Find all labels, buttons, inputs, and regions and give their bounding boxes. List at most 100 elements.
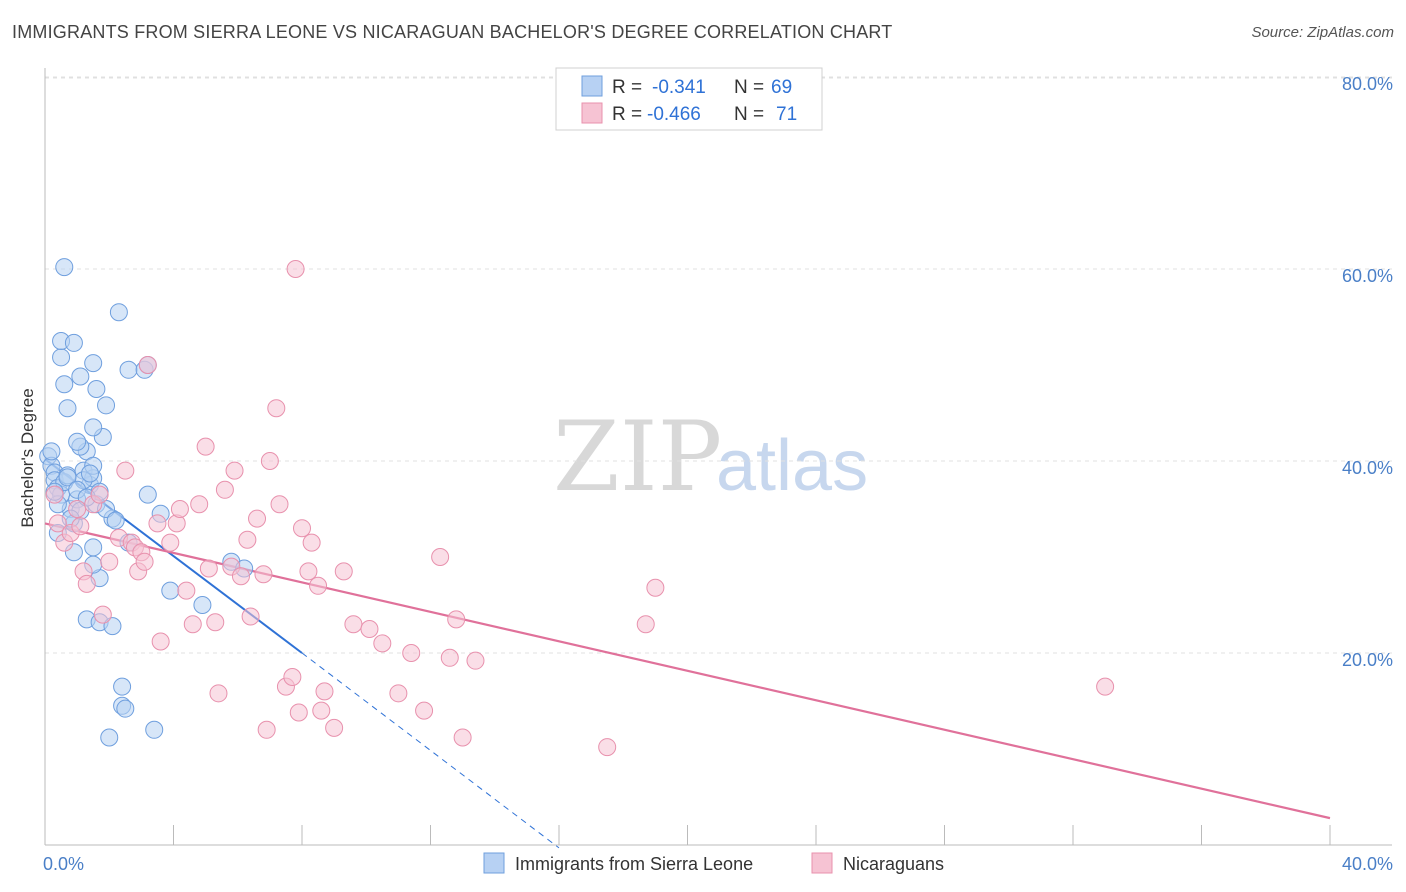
sierra-leone-point [58, 468, 77, 487]
nicaraguan-point [289, 703, 308, 722]
sierra-leone-point [58, 399, 77, 418]
sierra-leone-point [84, 418, 103, 437]
sierra-leone-point [64, 333, 83, 352]
legend-swatch-blue [581, 75, 603, 97]
nicaraguan-point [68, 500, 87, 518]
series-nicaraguans-points [45, 260, 1115, 757]
sierra-leone-point [103, 617, 122, 636]
nicaraguan-point [299, 562, 318, 581]
nicaraguan-point [45, 485, 64, 504]
axes: 20.0% 40.0% 60.0% 80.0% 0.0% 40.0% [43, 68, 1393, 874]
sierra-leone-point [55, 258, 74, 277]
sierra-leone-point [138, 485, 157, 504]
nicaraguan-point [466, 651, 485, 670]
legend-r-value-pink: -0.466 [647, 104, 701, 125]
nicaraguan-point [453, 728, 472, 747]
nicaraguan-point [360, 620, 379, 638]
nicaraguan-point [286, 260, 305, 278]
nicaraguan-point [344, 615, 363, 634]
sierra-leone-point [113, 677, 132, 696]
trendline-sierra-leone-extension [301, 652, 560, 849]
sierra-leone-point [84, 354, 103, 373]
nicaraguan-point [199, 559, 218, 578]
nicaraguan-point [71, 517, 90, 536]
nicaraguan-point [215, 480, 234, 499]
nicaraguan-point [293, 519, 311, 538]
nicaraguan-point [646, 578, 665, 597]
nicaraguan-point [440, 648, 459, 667]
source-credit: Source: ZipAtlas.com [1251, 24, 1394, 41]
sierra-leone-point [80, 464, 99, 483]
nicaraguan-point [257, 720, 276, 739]
nicaraguan-point [238, 530, 257, 549]
sierra-leone-point [55, 375, 74, 394]
nicaraguan-point [151, 632, 170, 651]
nicaraguan-point [283, 668, 302, 686]
nicaraguan-point [402, 644, 421, 662]
nicaraguan-point [93, 605, 112, 624]
y-tick-label: 60.0% [1342, 266, 1393, 286]
nicaraguan-point [325, 718, 344, 737]
sierra-leone-point [52, 348, 71, 367]
nicaraguan-point [231, 567, 250, 586]
nicaraguan-point [431, 548, 450, 566]
nicaraguan-point [260, 452, 279, 470]
nicaraguan-point [170, 500, 189, 518]
sierra-leone-point [116, 699, 135, 718]
nicaraguan-point [315, 682, 334, 701]
legend-r-value-blue: -0.341 [652, 77, 706, 98]
nicaraguan-point [116, 461, 135, 480]
nicaraguan-point [183, 615, 202, 634]
nicaraguan-point [90, 485, 109, 504]
sierra-leone-point [119, 360, 138, 379]
sierra-leone-point [100, 728, 119, 747]
nicaraguan-point [100, 552, 119, 571]
nicaraguan-point [598, 738, 617, 757]
bottom-legend-label-pink: Nicaraguans [843, 854, 944, 874]
nicaraguan-point [447, 610, 466, 629]
nicaraguan-point [373, 634, 392, 653]
nicaraguan-point [225, 461, 244, 480]
nicaraguan-point [254, 565, 273, 584]
nicaraguan-point [148, 514, 167, 533]
sierra-leone-point [87, 380, 106, 398]
y-tick-label: 40.0% [1342, 458, 1393, 478]
nicaraguan-point [636, 615, 655, 634]
watermark-zip: ZIP [553, 401, 722, 513]
series-legend: Immigrants from Sierra Leone Nicaraguans [483, 852, 944, 874]
nicaraguan-point [209, 684, 228, 703]
y-axis-label: Bachelor's Degree [18, 388, 37, 527]
nicaraguan-point [334, 562, 353, 581]
sierra-leone-point [161, 581, 180, 600]
legend-swatch-pink [581, 102, 603, 124]
sierra-leone-point [68, 432, 87, 451]
nicaraguan-point [1096, 677, 1115, 696]
nicaraguan-point [48, 514, 67, 533]
sierra-leone-point [97, 396, 116, 415]
x-tick-label-max: 40.0% [1342, 854, 1393, 874]
nicaraguan-point [270, 495, 289, 514]
nicaraguan-point [161, 533, 180, 552]
legend-n-label-blue: N = [734, 77, 764, 98]
nicaraguan-point [302, 533, 321, 552]
nicaraguan-point [196, 437, 215, 456]
nicaraguan-point [267, 399, 286, 418]
nicaraguan-point [309, 576, 328, 595]
nicaraguan-point [138, 356, 157, 374]
nicaraguan-point [415, 701, 434, 720]
legend-n-value-pink: 71 [776, 104, 797, 125]
sierra-leone-point [42, 442, 61, 461]
y-tick-label: 80.0% [1342, 74, 1393, 94]
nicaraguan-point [206, 613, 225, 632]
legend-r-label-pink: R = [612, 104, 642, 125]
x-tick-label-min: 0.0% [43, 854, 84, 874]
legend-n-value-blue: 69 [771, 77, 792, 98]
legend-r-label-blue: R = [612, 77, 642, 98]
sierra-leone-point [71, 367, 90, 386]
nicaraguan-point [190, 495, 209, 514]
sierra-leone-point [106, 511, 125, 530]
nicaraguan-point [177, 581, 196, 600]
nicaraguan-point [389, 684, 408, 703]
sierra-leone-point [84, 538, 103, 557]
